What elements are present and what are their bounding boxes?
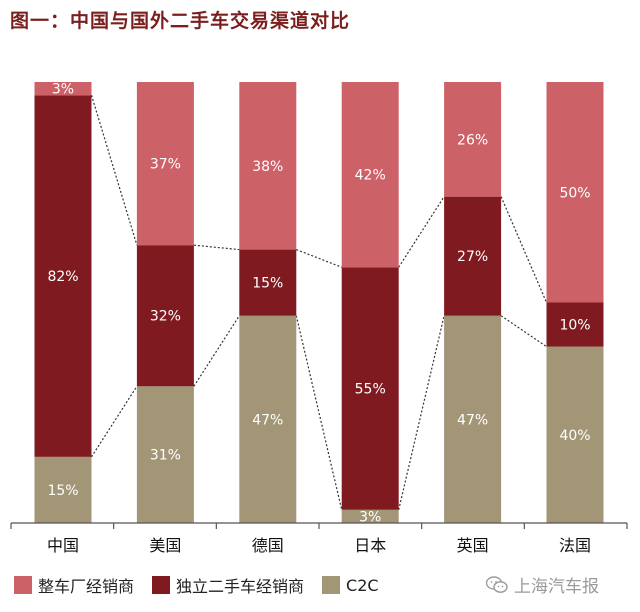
- data-label-china-oem-dealer: 3%: [52, 82, 74, 98]
- bar-france-independent-dealer: [546, 302, 604, 347]
- category-label-usa: 美国: [149, 536, 181, 555]
- chart-title: 图一：中国与国外二手车交易渠道对比: [10, 10, 351, 32]
- data-label-uk-c2c: 47%: [457, 412, 488, 428]
- connector-usa-germany-c2c: [193, 315, 240, 387]
- data-label-usa-independent-dealer: 32%: [150, 309, 181, 325]
- data-label-japan-c2c: 3%: [359, 509, 381, 525]
- bar-france-oem-dealer: [546, 82, 604, 303]
- connector-japan-uk-c2c: [398, 315, 445, 510]
- legend-item-oem-dealer: 整车厂经销商: [14, 573, 134, 597]
- category-label-france: 法国: [559, 536, 591, 555]
- watermark-text: 上海汽车报: [514, 577, 599, 597]
- connector-china-usa-c2c: [90, 385, 138, 458]
- bar-uk-oem-dealer: [444, 82, 502, 197]
- data-label-japan-independent-dealer: 55%: [355, 381, 386, 397]
- bar-france-c2c: [546, 346, 604, 523]
- data-label-usa-oem-dealer: 37%: [150, 157, 181, 173]
- data-label-usa-c2c: 31%: [150, 448, 181, 464]
- connector-germany-japan-independent-dealer: [296, 249, 342, 268]
- bar-germany-c2c: [239, 315, 297, 523]
- bar-china-independent-dealer: [34, 95, 92, 457]
- category-label-germany: 德国: [252, 536, 284, 555]
- bar-japan-independent-dealer: [341, 267, 399, 510]
- bar-usa-oem-dealer: [136, 82, 194, 246]
- data-label-france-oem-dealer: 50%: [559, 185, 590, 201]
- legend: 整车厂经销商 独立二手车经销商 C2C: [14, 573, 397, 597]
- bar-uk-independent-dealer: [444, 196, 502, 316]
- data-label-germany-independent-dealer: 15%: [252, 276, 283, 292]
- data-label-france-c2c: 40%: [559, 428, 590, 444]
- x-axis: 中国 美国 德国 日本 英国 法国: [10, 522, 628, 555]
- wechat-icon: [486, 575, 508, 593]
- stacked-bar-chart: 15% 82% 3% 31% 32% 37% 47% 15% 38% 3% 55% 42% 47% 27%…: [10, 82, 628, 555]
- legend-swatch-c2c: [322, 576, 341, 594]
- bar-china-oem-dealer: [34, 82, 92, 96]
- connector-lines: [90, 95, 548, 510]
- bar-germany-independent-dealer: [239, 249, 297, 316]
- connector-china-usa-independent-dealer: [90, 95, 138, 246]
- data-label-uk-independent-dealer: 27%: [457, 249, 488, 265]
- category-label-uk: 英国: [457, 536, 489, 555]
- bar-china-c2c: [34, 456, 92, 523]
- category-label-china: 中国: [47, 536, 79, 555]
- data-labels: 15% 82% 3% 31% 32% 37% 47% 15% 38% 3% 55% 42% 47% 27%…: [47, 82, 590, 526]
- data-label-china-c2c: 15%: [47, 483, 78, 499]
- watermark: 上海汽车报: [486, 572, 599, 597]
- data-label-china-independent-dealer: 82%: [47, 269, 78, 285]
- data-label-japan-oem-dealer: 42%: [355, 168, 386, 184]
- legend-swatch-independent-dealer: [152, 576, 171, 594]
- bars: [34, 82, 604, 523]
- bar-usa-c2c: [136, 386, 194, 523]
- connector-uk-france-c2c: [500, 315, 547, 348]
- legend-swatch-oem-dealer: [14, 576, 32, 594]
- bar-germany-oem-dealer: [239, 82, 297, 250]
- connector-usa-germany-independent-dealer: [193, 244, 240, 251]
- bar-uk-c2c: [444, 315, 502, 523]
- connector-uk-france-independent-dealer: [500, 196, 548, 303]
- connector-germany-japan-c2c: [295, 315, 343, 510]
- data-label-germany-c2c: 47%: [252, 412, 283, 428]
- legend-item-c2c: C2C: [322, 576, 379, 595]
- bar-japan-c2c: [341, 509, 399, 523]
- connector-japan-uk-independent-dealer: [398, 196, 445, 268]
- bar-usa-independent-dealer: [136, 245, 194, 387]
- category-label-japan: 日本: [354, 536, 386, 555]
- data-label-uk-oem-dealer: 26%: [457, 132, 488, 148]
- data-label-france-independent-dealer: 10%: [559, 318, 590, 334]
- data-label-germany-oem-dealer: 38%: [252, 159, 283, 175]
- bar-japan-oem-dealer: [341, 82, 399, 268]
- legend-label-independent-dealer: 独立二手车经销商: [176, 577, 305, 596]
- legend-label-c2c: C2C: [346, 575, 379, 595]
- legend-item-independent-dealer: 独立二手车经销商: [152, 573, 304, 597]
- legend-label-oem-dealer: 整车厂经销商: [38, 577, 135, 596]
